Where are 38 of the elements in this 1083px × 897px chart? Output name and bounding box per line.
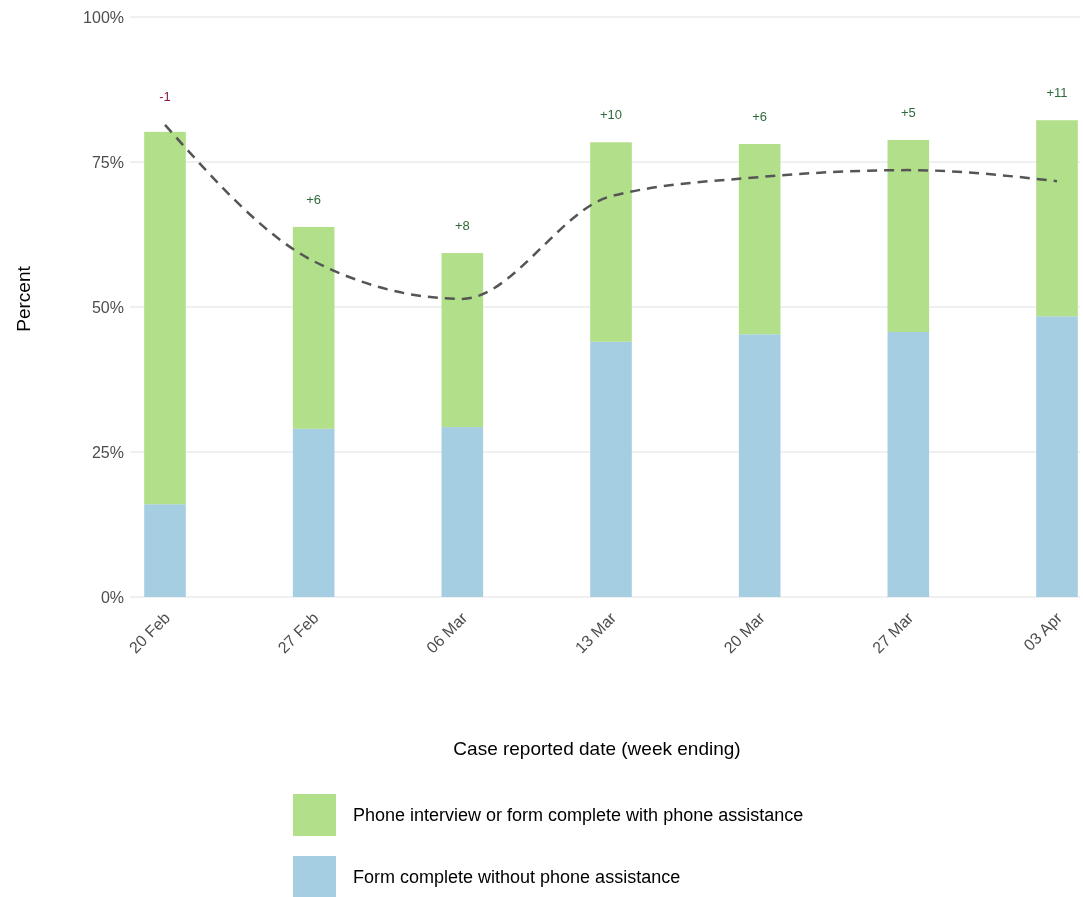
annotation: +10: [599, 106, 623, 122]
bar: [590, 341, 632, 597]
x-tick-label: 27 Feb: [274, 609, 322, 657]
annotation: +5: [900, 104, 916, 120]
annotation: +8: [454, 217, 470, 233]
y-tick-label: 50%: [91, 298, 124, 316]
bar: [441, 253, 484, 428]
legend-label: Phone interview or form complete with phone assistance: [353, 805, 804, 826]
annotation: +6: [306, 191, 322, 207]
bar: [887, 139, 930, 332]
bar: [292, 226, 335, 429]
bar: [144, 131, 186, 505]
bar: [738, 334, 781, 597]
y-tick-label: 0%: [100, 588, 124, 606]
x-tick-label: 20 Feb: [125, 609, 174, 657]
y-tick-label: 100%: [83, 8, 124, 26]
bar: [1036, 120, 1078, 317]
x-tick-label: 27 Mar: [869, 608, 917, 657]
y-tick-label: 75%: [91, 153, 124, 171]
bar: [738, 144, 781, 335]
bar: [1036, 316, 1078, 597]
bar: [144, 504, 186, 597]
y-tick-label: 25%: [91, 443, 124, 461]
bar: [441, 427, 484, 597]
bar: [887, 331, 930, 597]
x-tick-label: 20 Mar: [720, 608, 769, 657]
bar: [292, 428, 335, 597]
y-axis-title: Percent: [13, 265, 34, 332]
annotation: -1: [159, 89, 171, 105]
bar: [590, 142, 632, 342]
line-series: [163, 123, 1059, 301]
x-tick-label: 06 Mar: [423, 608, 471, 657]
x-tick-label: 13 Mar: [571, 608, 620, 657]
x-axis-title: Case reported date (week ending): [453, 738, 741, 759]
annotation: +11: [1046, 84, 1068, 100]
x-tick-label: 03 Apr: [1020, 608, 1066, 654]
annotation: +6: [752, 108, 768, 124]
legend-label: Form complete without phone assistance: [353, 867, 681, 888]
